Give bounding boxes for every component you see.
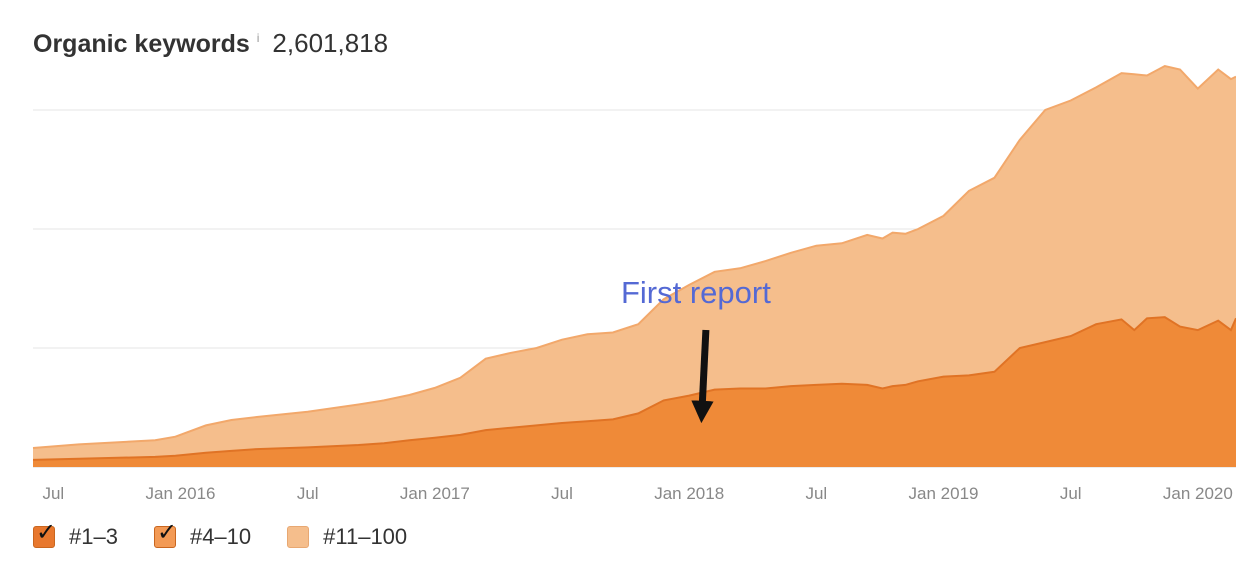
chart-legend: ✓ #1–3 ✓ #4–10 #11–100 — [33, 520, 443, 550]
keywords-area-chart[interactable]: Jul Jan 2016 Jul Jan 2017 Jul Jan 2018 Jul Jan … — [0, 0, 1236, 520]
legend-label: #4–10 — [189, 524, 252, 549]
x-tick-label: Jul — [297, 484, 319, 503]
legend-checkbox[interactable] — [287, 526, 310, 548]
legend-label: #1–3 — [69, 524, 118, 549]
series-area-1-3 — [33, 317, 1236, 467]
series-line-1-3 — [32, 316, 1236, 461]
series-area-11-100 — [33, 66, 1236, 467]
legend-item-top-10[interactable]: ✓ #4–10 — [153, 520, 252, 550]
check-icon: ✓ — [156, 518, 178, 546]
annotation-arrow-icon — [691, 329, 714, 424]
legend-item-top-3[interactable]: ✓ #1–3 — [33, 520, 118, 550]
x-tick-label: Jan 2019 — [909, 484, 979, 503]
x-tick-label: Jul — [42, 484, 64, 503]
x-tick-label: Jul — [551, 484, 573, 503]
x-tick-label: Jan 2018 — [654, 484, 724, 503]
check-icon: ✓ — [36, 518, 57, 546]
chart-title: Organic keywords — [33, 30, 250, 58]
x-tick-label: Jul — [805, 484, 827, 503]
series-line-11-100 — [32, 64, 1236, 449]
chart-header: Organic keywords i 2,601,818 — [33, 28, 388, 59]
x-tick-label: Jan 2020 — [1163, 484, 1233, 503]
legend-label: #11–100 — [323, 524, 408, 549]
legend-checkbox[interactable]: ✓ — [153, 520, 177, 548]
x-tick-label: Jan 2016 — [146, 484, 216, 503]
legend-item-top-100[interactable]: #11–100 — [287, 524, 407, 550]
x-tick-label: Jul — [1060, 484, 1082, 503]
legend-checkbox[interactable]: ✓ — [33, 520, 56, 548]
x-tick-label: Jan 2017 — [400, 484, 470, 503]
keyword-total: 2,601,818 — [272, 28, 389, 58]
annotation-label: First report — [621, 275, 771, 310]
info-icon[interactable]: i — [256, 31, 260, 45]
